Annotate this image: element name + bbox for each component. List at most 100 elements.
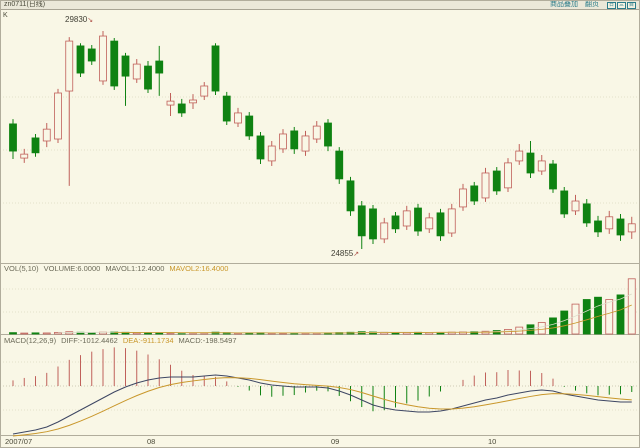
candle-body — [132, 63, 141, 80]
candle-body — [222, 95, 231, 122]
volume-bar — [481, 330, 490, 335]
symbol-title: zn0711(日线) — [4, 1, 46, 8]
candle-body — [481, 172, 490, 199]
candle-body — [526, 152, 535, 174]
volume-bar — [616, 294, 625, 335]
candle-body — [492, 170, 501, 192]
candle-body — [87, 48, 96, 62]
layout-box-icon[interactable]: 三 — [617, 2, 626, 9]
candle-body — [200, 85, 209, 97]
candle-body — [459, 188, 467, 208]
candle-body — [110, 40, 119, 87]
high-price-annotation: 29830↘ — [65, 16, 93, 25]
dea-value: DEA:-911.1734 — [122, 336, 174, 345]
volume-bar — [132, 332, 141, 335]
axis-label: 08 — [147, 437, 156, 446]
titlebar: zn0711(日线) 商品叠加 翻页 日三目 — [1, 1, 639, 10]
candle-body — [211, 45, 220, 92]
candle-body — [594, 220, 602, 233]
volume-bar — [31, 332, 40, 335]
candle-body — [54, 92, 62, 140]
candle-body — [369, 208, 377, 240]
diff-value: DIFF:-1012.4462 — [61, 336, 118, 345]
candle-body — [357, 205, 366, 237]
candle-body — [560, 190, 569, 215]
diff-line — [12, 374, 632, 435]
volume-bar — [20, 332, 29, 335]
vol-value: VOLUME:6.0000 — [43, 264, 101, 273]
candle-body — [571, 200, 580, 212]
volume-bar — [9, 332, 17, 335]
kline-pane[interactable] — [1, 10, 640, 263]
candle-body — [301, 135, 310, 152]
candle-body — [245, 115, 254, 137]
candle-body — [42, 128, 51, 142]
candle-body — [76, 45, 85, 74]
candle-body — [537, 160, 546, 172]
candle-body — [234, 112, 242, 124]
axis-label: 09 — [331, 437, 340, 446]
candle-body — [144, 65, 152, 90]
candle-body — [177, 103, 186, 114]
candle-body — [402, 210, 411, 227]
candle-body — [380, 222, 389, 240]
candle-body — [324, 122, 332, 147]
candle-body — [121, 55, 130, 77]
volume-bar — [560, 310, 569, 335]
candle-body — [31, 137, 40, 154]
layout-box-icon[interactable]: 日 — [607, 2, 616, 9]
macd-indicator-header: MACD(12,26,9) DIFF:-1012.4462 DEA:-911.173… — [4, 336, 242, 345]
candle-body — [414, 207, 422, 232]
candle-body — [99, 35, 107, 82]
macd-pane[interactable] — [1, 335, 640, 435]
high-price-text: 29830 — [65, 15, 88, 24]
axis-label: 10 — [488, 437, 497, 446]
menu-item-page[interactable]: 翻页 — [585, 1, 599, 8]
high-arrow-icon: ↘ — [87, 17, 94, 24]
volume-bar — [42, 332, 51, 335]
candle-body — [549, 163, 557, 190]
candle-body — [582, 203, 591, 224]
candle-body — [290, 130, 299, 150]
vol-name: VOL(5,10) — [4, 264, 39, 273]
low-arrow-icon: ↗ — [353, 251, 360, 258]
candle-body — [155, 60, 164, 74]
volume-pane[interactable] — [1, 264, 640, 334]
candle-body — [436, 212, 445, 237]
layout-box-icon[interactable]: 目 — [627, 2, 636, 9]
dea-line — [12, 377, 632, 437]
candle-body — [391, 215, 400, 230]
date-axis: 2007/07 08 09 10 — [1, 437, 639, 447]
low-price-text: 24855 — [331, 249, 354, 258]
candle-body — [335, 150, 344, 180]
mavol2-value: MAVOL2:16.4000 — [169, 264, 229, 273]
volume-bar — [87, 332, 96, 335]
candle-body — [166, 100, 175, 106]
volume-bar — [571, 303, 580, 335]
candle-body — [20, 153, 29, 159]
candle-body — [65, 40, 74, 92]
macd-value: MACD:-198.5497 — [178, 336, 237, 345]
candle-body — [346, 180, 355, 212]
candle-body — [605, 216, 614, 230]
mavol2-line — [114, 304, 632, 334]
macd-name: MACD(12,26,9) — [4, 336, 57, 345]
candle-body — [267, 145, 276, 162]
volume-bar — [605, 299, 614, 335]
candle-body — [627, 223, 636, 233]
axis-label: 2007/07 — [5, 437, 33, 446]
candle-body — [425, 217, 434, 230]
candle-body — [504, 162, 512, 189]
titlebar-menu: 商品叠加 翻页 日三目 — [550, 1, 636, 9]
volume-bar — [549, 317, 557, 335]
candle-body — [256, 135, 265, 160]
candle-body — [279, 133, 287, 150]
kline-window-label: K — [3, 12, 8, 19]
volume-bar — [582, 299, 591, 335]
mavol1-value: MAVOL1:12.4000 — [105, 264, 165, 273]
menu-item-overlay[interactable]: 商品叠加 — [550, 1, 578, 8]
candle-body — [447, 208, 456, 234]
volume-bar — [537, 322, 546, 335]
candle-body — [470, 185, 479, 202]
